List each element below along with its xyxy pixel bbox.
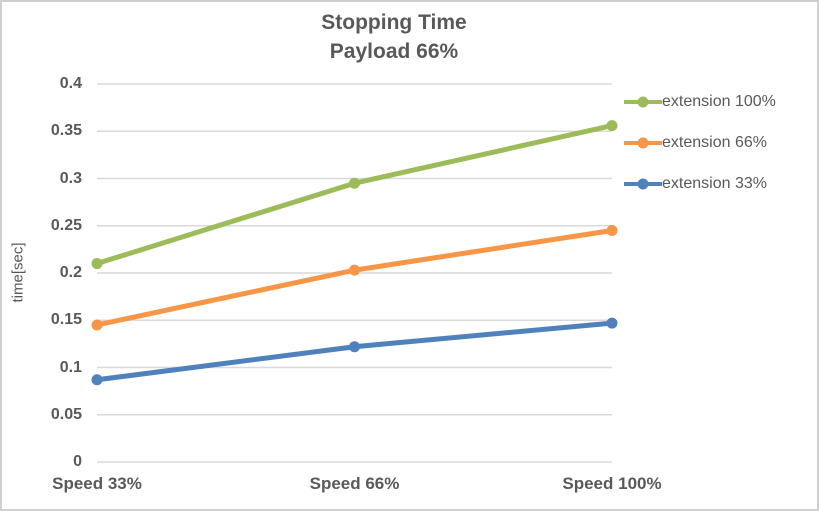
data-point-marker: [349, 177, 360, 189]
data-point-marker: [91, 374, 103, 386]
data-point-marker: [606, 224, 618, 236]
legend-marker-icon: [624, 137, 662, 149]
data-point-marker: [91, 319, 103, 331]
legend-label: extension 33%: [662, 175, 767, 192]
x-category-label: Speed 66%: [309, 474, 400, 493]
x-category-label: Speed 33%: [52, 474, 142, 493]
legend-item[interactable]: extension 66%: [624, 132, 776, 154]
data-point-marker: [606, 120, 618, 132]
data-point-marker: [349, 341, 360, 353]
y-tick-label: 0.3: [59, 169, 82, 187]
y-tick-label: 0: [73, 453, 82, 470]
y-tick-label: 0.1: [59, 358, 82, 376]
y-tick-label: 0.4: [59, 75, 82, 92]
y-tick-label: 0.2: [59, 264, 82, 281]
data-point-marker: [606, 317, 618, 329]
data-point-marker: [91, 258, 103, 270]
legend-label: extension 100%: [662, 93, 776, 110]
y-tick-label: 0.25: [50, 216, 82, 234]
legend-label: extension 66%: [662, 134, 767, 151]
y-tick-label: 0.35: [50, 122, 82, 140]
legend-marker-icon: [624, 178, 662, 190]
x-category-label: Speed 100%: [562, 474, 662, 493]
legend-item[interactable]: extension 100%: [624, 91, 776, 113]
legend-item[interactable]: extension 33%: [624, 173, 776, 195]
legend-marker-icon: [624, 96, 662, 108]
y-tick-label: 0.15: [50, 311, 82, 329]
chart-title-line1: Stopping Time: [321, 11, 467, 34]
y-tick-label: 0.05: [50, 405, 82, 423]
chart-title: Stopping Time Payload 66%: [2, 8, 786, 66]
data-point-marker: [349, 264, 360, 276]
series-line: [94, 227, 615, 328]
legend: extension 100% extension 66% extension 33%: [624, 91, 776, 214]
chart-title-line2: Payload 66%: [329, 40, 459, 63]
